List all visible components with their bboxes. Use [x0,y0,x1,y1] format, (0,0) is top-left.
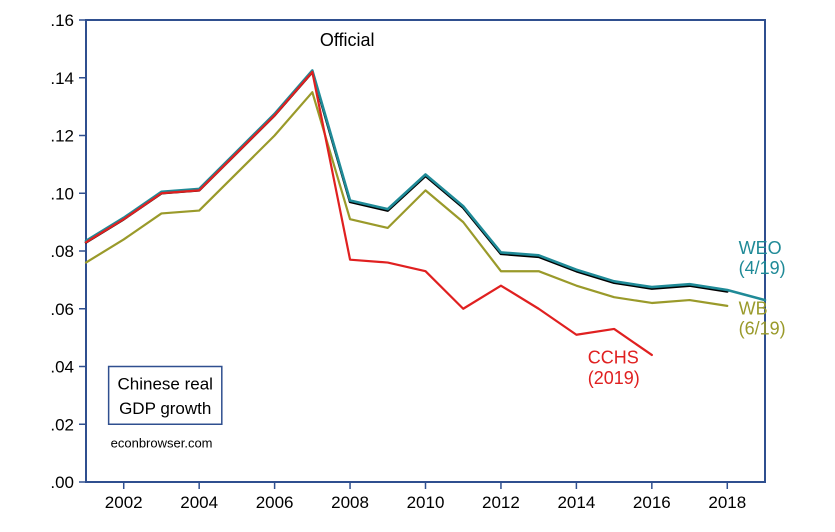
annotation-cchs_line2: (2019) [588,368,640,388]
x-tick-label: 2016 [633,493,671,512]
x-tick-label: 2006 [256,493,294,512]
y-tick-label: .08 [50,242,74,261]
x-tick-label: 2018 [708,493,746,512]
legend-box-line2: GDP growth [119,399,211,418]
y-tick-label: .10 [50,184,74,203]
y-tick-label: .12 [50,127,74,146]
y-tick-label: .16 [50,11,74,30]
y-tick-label: .00 [50,473,74,492]
source-text: econbrowser.com [111,435,213,450]
y-tick-label: .06 [50,300,74,319]
annotation-wb_line2: (6/19) [739,319,786,339]
legend-box-line1: Chinese real [117,375,212,394]
gdp-growth-chart: .00 .02 .04 .06 .08 .10 .12 .14 .16 2002 2004 2006 2… [0,0,835,532]
annotation-wb_line1: WB [739,299,768,319]
x-tick-label: 2004 [180,493,218,512]
annotation-cchs_line1: CCHS [588,348,639,368]
y-tick-label: .14 [50,69,74,88]
x-tick-label: 2010 [407,493,445,512]
annotation-official: Official [320,30,375,50]
x-tick-label: 2014 [557,493,595,512]
x-tick-label: 2012 [482,493,520,512]
x-tick-label: 2002 [105,493,143,512]
y-tick-label: .02 [50,415,74,434]
annotation-weo_line2: (4/19) [739,258,786,278]
annotation-weo_line1: WEO [739,238,782,258]
x-tick-label: 2008 [331,493,369,512]
chart-svg: .00 .02 .04 .06 .08 .10 .12 .14 .16 2002 2004 2006 2… [0,0,835,532]
y-tick-label: .04 [50,358,74,377]
